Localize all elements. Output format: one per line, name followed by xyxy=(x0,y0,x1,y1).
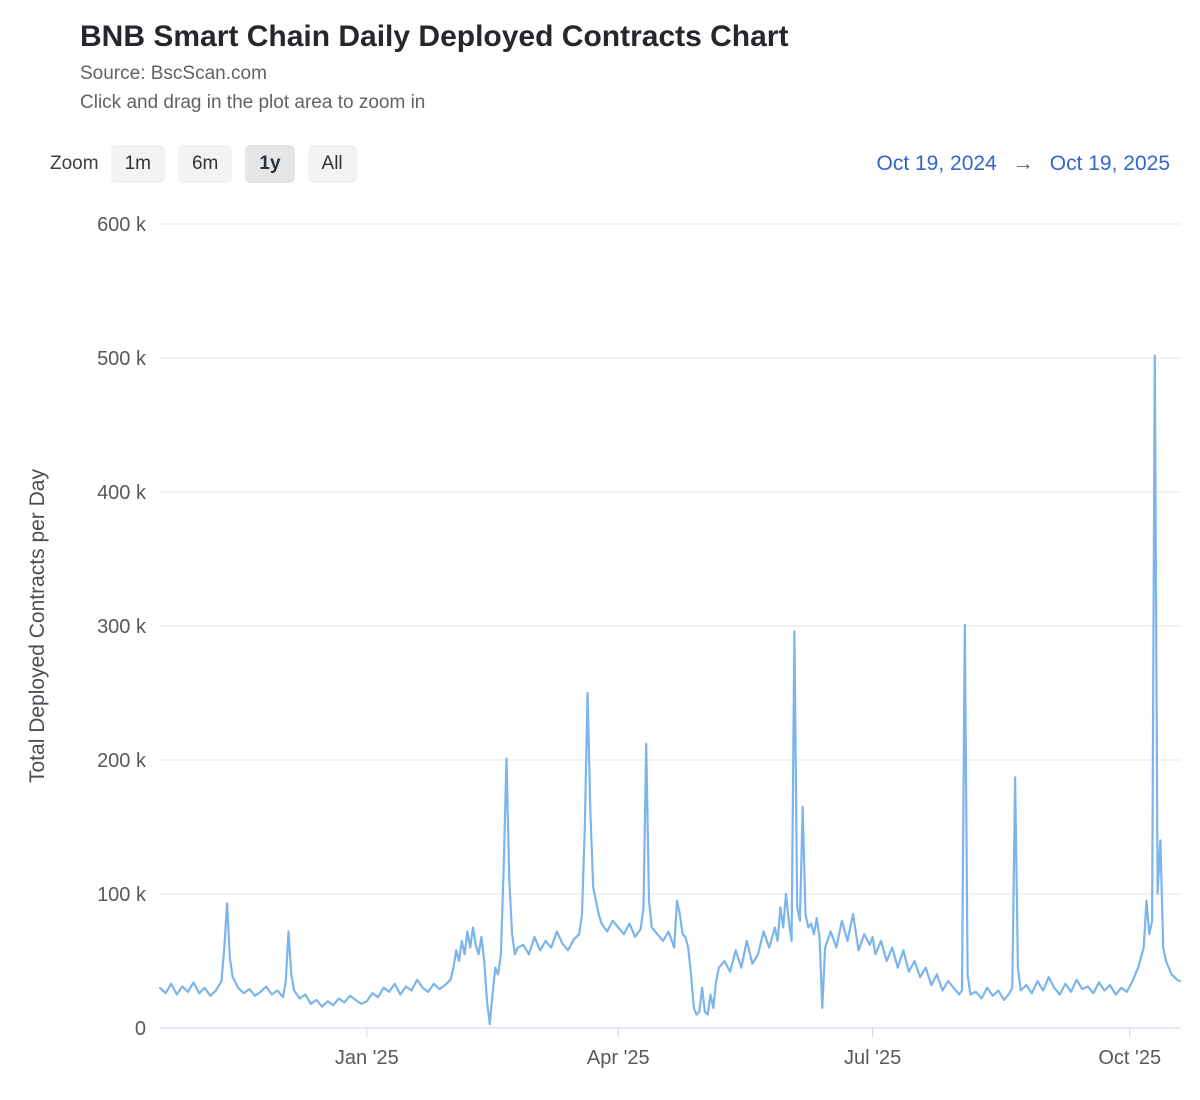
date-range-group: Oct 19, 2024 → Oct 19, 2025 xyxy=(877,152,1171,176)
zoom-button-all[interactable]: All xyxy=(307,144,357,183)
zoom-button-1y[interactable]: 1y xyxy=(245,144,295,183)
chart-toolbar: Zoom 1m 6m 1y All Oct 19, 2024 → Oct 19, 20… xyxy=(0,142,1200,186)
y-axis-tick-label: 300 k xyxy=(97,616,147,638)
y-axis-tick-label: 400 k xyxy=(97,482,147,504)
chart-area: 0 100 k 200 k 300 k 400 k 500 k 600 k Jan '25 Ap… xyxy=(0,190,1200,1090)
zoom-button-1m[interactable]: 1m xyxy=(110,144,165,183)
x-axis-tick-label: Oct '25 xyxy=(1098,1047,1161,1069)
zoom-label: Zoom xyxy=(50,152,99,174)
y-axis-tick-label: 500 k xyxy=(97,348,147,370)
y-axis-tick-label: 600 k xyxy=(97,214,147,236)
x-axis-tick-label: Apr '25 xyxy=(587,1047,650,1069)
range-arrow-icon: → xyxy=(1012,151,1034,175)
x-axis-tick-label: Jan '25 xyxy=(335,1047,399,1069)
x-axis-tick-label: Jul '25 xyxy=(844,1047,901,1069)
y-axis-title: Total Deployed Contracts per Day xyxy=(26,468,49,782)
zoom-button-6m[interactable]: 6m xyxy=(177,144,233,183)
chart-header: BNB Smart Chain Daily Deployed Contracts… xyxy=(0,0,1200,114)
y-axis-tick-label: 100 k xyxy=(97,884,147,906)
line-chart-plot[interactable]: 0 100 k 200 k 300 k 400 k 500 k 600 k Jan '25 Ap… xyxy=(0,190,1200,1090)
y-axis-tick-label: 200 k xyxy=(97,750,147,772)
chart-source-subtitle: Source: BscScan.com xyxy=(80,62,267,84)
series-line xyxy=(158,353,1182,1025)
y-axis-tick-label: 0 xyxy=(135,1018,146,1040)
range-end-date[interactable]: Oct 19, 2025 xyxy=(1049,151,1170,175)
chart-zoom-hint: Click and drag in the plot area to zoom … xyxy=(80,91,426,113)
range-start-date[interactable]: Oct 19, 2024 xyxy=(876,151,997,175)
page-title: BNB Smart Chain Daily Deployed Contracts… xyxy=(80,20,789,53)
zoom-button-group: 1m 6m 1y All xyxy=(110,144,370,183)
